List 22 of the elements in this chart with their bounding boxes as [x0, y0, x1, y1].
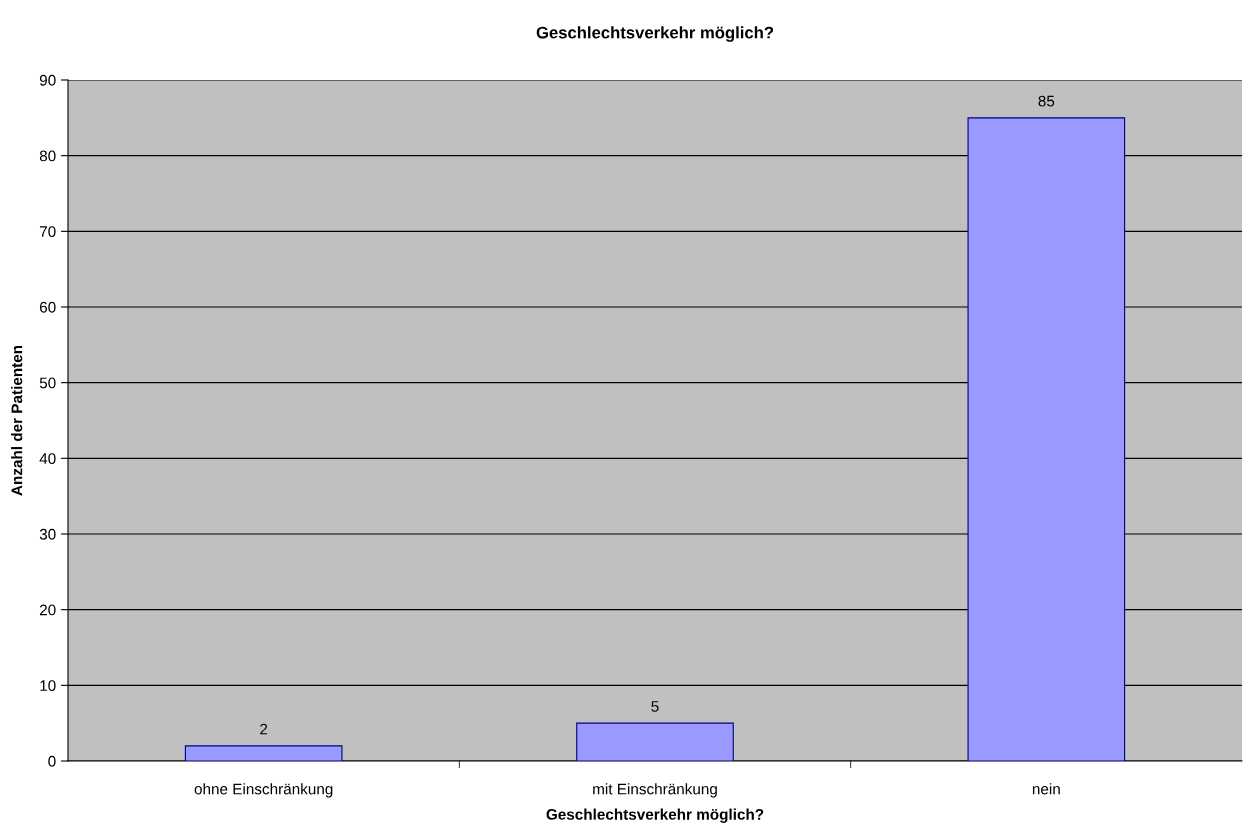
- bar: [576, 722, 734, 761]
- chart-title: Geschlechtsverkehr möglich?: [536, 26, 774, 42]
- y-tick-label: 10: [40, 680, 56, 692]
- bar: [967, 117, 1126, 761]
- data-label: 5: [651, 701, 659, 712]
- y-axis-title: Anzahl der Patienten: [11, 345, 23, 496]
- y-tick-label: 70: [39, 226, 56, 238]
- y-tick-label: 90: [39, 74, 56, 86]
- x-axis-title: Geschlechtsverkehr möglich?: [546, 808, 764, 823]
- x-tick-label: ohne Einschränkung: [194, 783, 333, 798]
- y-tick-label: 80: [39, 150, 56, 162]
- data-label: 85: [1038, 95, 1055, 107]
- y-tick-label: 60: [39, 301, 56, 313]
- x-tick-label: mit Einschränkung: [593, 783, 717, 798]
- y-tick-label: 0: [48, 755, 56, 767]
- data-label: 2: [260, 723, 268, 735]
- y-tick-label: 50: [39, 377, 56, 389]
- y-tick-label: 20: [39, 604, 56, 616]
- y-tick-label: 30: [39, 528, 56, 540]
- bar: [184, 745, 343, 761]
- y-tick-label: 40: [39, 453, 56, 465]
- x-tick-label: nein: [1032, 783, 1060, 795]
